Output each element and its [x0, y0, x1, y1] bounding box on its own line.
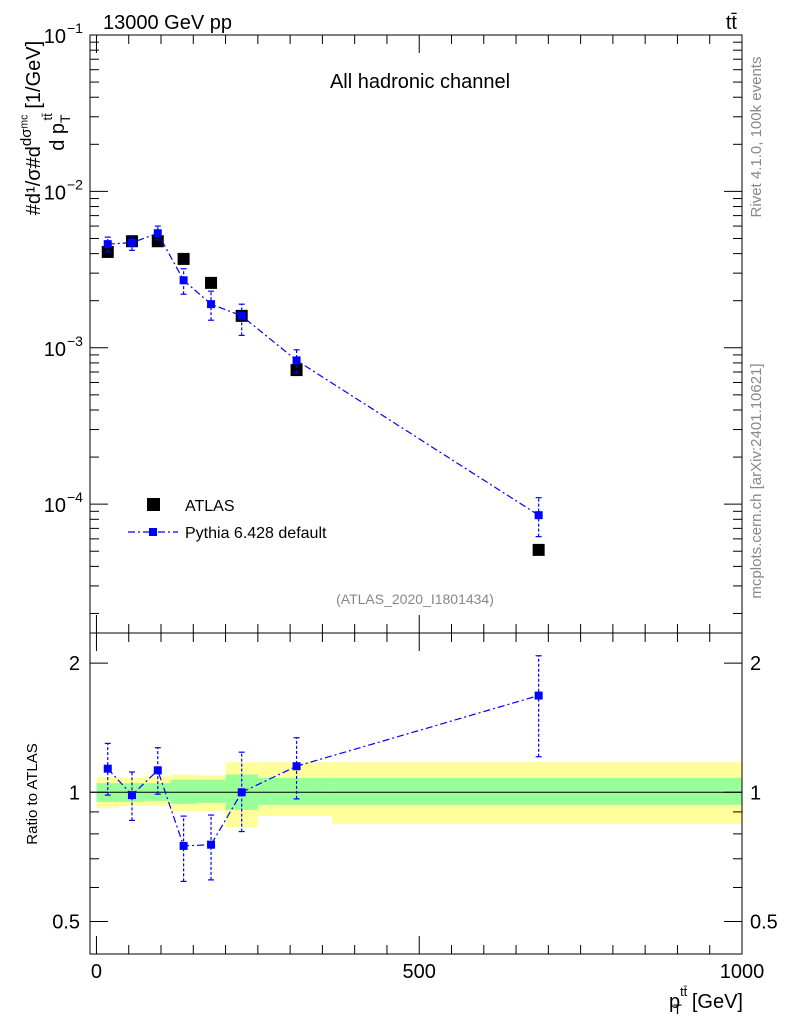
main-ticks [90, 34, 743, 633]
y-tick-label-exponent: −1 [67, 20, 83, 36]
ratio-bands [96, 762, 742, 828]
legend: ATLAS Pythia 6.428 default [128, 498, 327, 542]
ratio-y-tick-label-right: 0.5 [750, 911, 778, 933]
rivet-version-label: Rivet 4.1.0, 100k events [748, 57, 765, 218]
ratio-pythia-line [107, 694, 539, 847]
ratio-pythia-point [207, 840, 216, 849]
uncertainty-band-inner [170, 779, 197, 804]
uncertainty-band-inner [332, 777, 742, 805]
ratio-data [103, 655, 543, 882]
x-label-unit: [GeV] [692, 991, 743, 1013]
uncertainty-band-inner [257, 777, 333, 805]
ratio-pythia-point [153, 766, 162, 775]
ratio-pythia-point [103, 764, 112, 773]
legend-marker-pythia [149, 528, 157, 536]
pythia-point [127, 238, 136, 247]
ratio-y-tick-label-right: 1 [750, 782, 761, 804]
y-tick-label: 10 [44, 182, 66, 204]
atlas-point [151, 235, 164, 248]
ratio-pythia-point [292, 762, 301, 771]
ratio-y-tick-label: 0.5 [52, 911, 80, 933]
y-tick-label-exponent: −3 [67, 333, 83, 349]
legend-label-pythia: Pythia 6.428 default [185, 525, 327, 542]
ratio-panel: Ratio to ATLAS 2 2 1 1 0.5 0.5 0 500 1000 ptt̄ T [… [24, 632, 778, 1017]
pythia-line [107, 232, 539, 516]
ratio-pythia-point [534, 691, 543, 700]
final-state-label: tt̄ [726, 12, 738, 34]
pythia-point [103, 240, 112, 249]
process-label: 13000 GeV pp [103, 12, 232, 34]
x-label-sup: tt̄ [680, 984, 688, 999]
y-label-frac-num: dσᵐᶜ [18, 115, 35, 147]
y-label-sub: T [57, 114, 73, 123]
ratio-tick-labels: 2 2 1 1 0.5 0.5 0 500 1000 [52, 653, 778, 983]
main-tick-labels: 10−110−210−310−4 [44, 20, 83, 517]
x-tick-label: 0 [91, 961, 102, 983]
legend-marker-atlas [147, 498, 160, 511]
atlas-point [532, 543, 545, 556]
y-label-main: #d¹/σ#d [23, 146, 45, 215]
pythia-point [237, 311, 246, 320]
ratio-pythia-point [237, 788, 246, 797]
ratio-ticks [90, 633, 743, 954]
atlas-point [177, 252, 190, 265]
ratio-frame [89, 632, 743, 955]
ratio-y-tick-label: 2 [69, 653, 80, 675]
y-tick-label-exponent: −4 [67, 489, 83, 505]
ratio-pythia-point [179, 841, 188, 850]
chart-title: All hadronic channel [330, 71, 510, 93]
pythia-point [534, 511, 543, 520]
pythia-point [179, 276, 188, 285]
y-tick-label: 10 [44, 339, 66, 361]
y-tick-label: 10 [44, 495, 66, 517]
ratio-y-tick-label: 1 [69, 782, 80, 804]
y-label-frac-den: d p [47, 123, 69, 151]
source-label: mcplots.cern.ch [arXiv:2401.10621] [748, 363, 765, 598]
atlas-point [205, 276, 218, 289]
y-tick-label: 10 [44, 26, 66, 48]
pythia-point [153, 229, 162, 238]
x-label-sub: T [673, 1001, 682, 1017]
x-tick-label: 1000 [720, 961, 765, 983]
y-label-sup: tt̄ [40, 113, 55, 121]
main-data [101, 225, 545, 556]
main-frame [89, 34, 743, 634]
ratio-y-label: Ratio to ATLAS [24, 743, 41, 844]
ratio-y-tick-label-right: 2 [750, 653, 761, 675]
svg-text:d pTtt̄: d pTtt̄ [40, 113, 73, 151]
uncertainty-band-inner [196, 779, 226, 803]
analysis-id-label: (ATLAS_2020_I1801434) [336, 591, 494, 607]
x-tick-label: 500 [403, 961, 436, 983]
svg-text:#d¹/σ#ddσᵐᶜ[1/GeV]: #d¹/σ#ddσᵐᶜ [1/GeV] [18, 41, 45, 215]
y-label-unit: [1/GeV] [23, 41, 45, 109]
ratio-pythia-point [127, 791, 136, 800]
pythia-point [207, 300, 216, 309]
y-tick-label-exponent: −2 [67, 176, 83, 192]
main-panel: All hadronic channel (ATLAS_2020_I180143… [18, 20, 743, 634]
x-axis-label: ptt̄ T [GeV] [669, 984, 743, 1017]
pythia-point [292, 356, 301, 365]
x-label-main: p [669, 991, 680, 1013]
legend-label-atlas: ATLAS [185, 498, 235, 515]
y-axis-label: #d¹/σ#ddσᵐᶜ [1/GeV] d pTtt̄ [18, 41, 73, 215]
